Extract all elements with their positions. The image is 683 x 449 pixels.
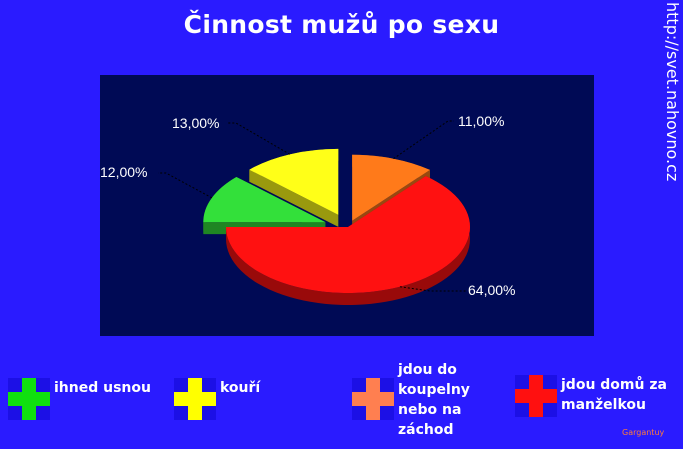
pie-slice — [249, 148, 339, 215]
legend-item-manzelka: jdou domů za manželkou — [515, 375, 667, 417]
legend-cross-icon — [515, 375, 557, 417]
slice-value-label: 13,00% — [172, 115, 219, 131]
legend-item-koupelna: jdou do koupelny nebo na záchod — [352, 360, 470, 440]
pie-slice — [226, 176, 470, 293]
legend-label-manzelka: jdou domů za manželkou — [561, 377, 667, 413]
plot-area: 11,00% 64,00% 12,00% 13,00% — [100, 75, 594, 336]
legend-cross-icon — [8, 378, 50, 420]
pie-slice-wall — [249, 169, 339, 227]
leader-line — [393, 120, 454, 160]
legend-marker-ihned-usnou — [8, 378, 50, 420]
legend-item-kouri: kouří — [174, 378, 260, 420]
credit-text: Gargantuy — [622, 428, 665, 437]
slice-value-label: 64,00% — [468, 282, 515, 298]
slice-value-label: 12,00% — [100, 164, 147, 180]
watermark-url: http://svet.nahovno.cz — [663, 2, 682, 182]
legend-cross-icon — [174, 378, 216, 420]
legend-label-koupelna: jdou do koupelny nebo na záchod — [398, 362, 470, 438]
legend-cross-icon — [352, 378, 394, 420]
pie-slice — [352, 154, 430, 221]
legend-marker-kouri — [174, 378, 216, 420]
pie-slice — [203, 176, 326, 223]
leader-line — [158, 172, 213, 199]
legend-marker-manzelka — [515, 375, 557, 417]
legend-item-ihned-usnou: ihned usnou — [8, 378, 151, 420]
chart-title: Činnost mužů po sexu — [183, 10, 500, 39]
leader-line — [228, 122, 291, 155]
legend-label-kouri: kouří — [220, 380, 261, 396]
legend-label-ihned-usnou: ihned usnou — [54, 380, 151, 396]
slice-value-label: 11,00% — [458, 113, 504, 129]
legend-marker-koupelna — [352, 378, 394, 420]
pie-chart: 11,00% 64,00% 12,00% 13,00% — [100, 113, 515, 305]
